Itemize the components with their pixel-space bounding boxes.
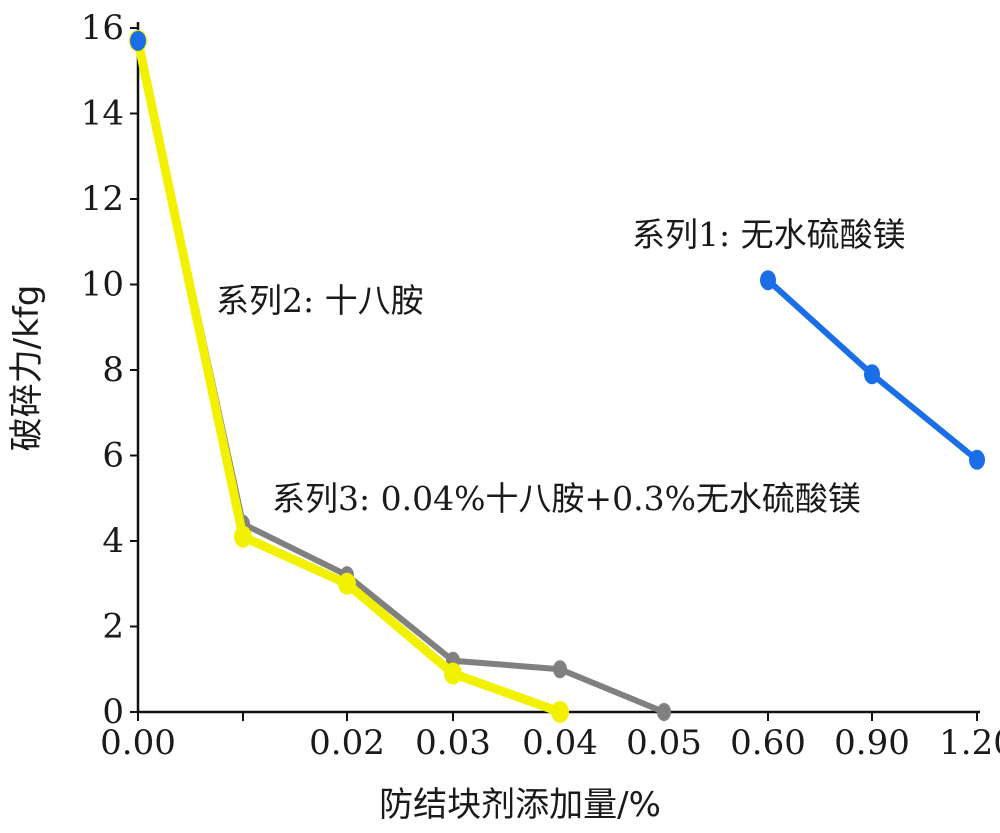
series-3-point bbox=[444, 662, 462, 685]
x-tick-label: 0.03 bbox=[415, 723, 491, 763]
series-3-point bbox=[551, 701, 569, 723]
axes bbox=[136, 22, 980, 714]
series-1 bbox=[130, 30, 985, 470]
series-1-label: 系列1: 无水硫酸镁 bbox=[632, 215, 906, 254]
series-1-point bbox=[130, 30, 146, 51]
series-1-point bbox=[864, 364, 880, 385]
series-2-point bbox=[657, 703, 671, 721]
series-1-point bbox=[969, 449, 985, 470]
series-2-line bbox=[135, 37, 667, 715]
y-tick-label: 6 bbox=[102, 436, 124, 476]
y-tick-label: 12 bbox=[81, 179, 124, 219]
x-tick-label: 0.02 bbox=[309, 723, 385, 763]
series-3-point bbox=[338, 572, 356, 595]
y-tick-label: 8 bbox=[102, 350, 124, 390]
y-axis-title: 破碎力/kfg bbox=[7, 285, 47, 452]
series-2-label: 系列2: 十八胺 bbox=[216, 281, 424, 320]
y-tick-label: 14 bbox=[81, 94, 124, 134]
x-tick-label: 0.04 bbox=[522, 723, 598, 763]
series-3-label: 系列3: 0.04%十八胺+0.3%无水硫酸镁 bbox=[272, 479, 861, 518]
x-tick-label: 0.00 bbox=[100, 723, 176, 763]
x-tick-label: 1.20 bbox=[939, 723, 1000, 763]
series-2-point bbox=[553, 660, 567, 679]
x-tick-label: 0.60 bbox=[730, 723, 806, 763]
series-3-point bbox=[234, 525, 252, 548]
series-layer bbox=[129, 29, 985, 723]
y-tick-label: 4 bbox=[102, 521, 124, 561]
x-tick-label: 0.05 bbox=[626, 723, 702, 763]
x-tick-label: 0.90 bbox=[834, 723, 910, 763]
y-tick-label: 16 bbox=[81, 8, 124, 48]
series-3 bbox=[129, 29, 569, 723]
x-ticks: 0.00 0.02 0.03 0.04 0.05 0.60 0.90 1.20 bbox=[100, 712, 1000, 763]
x-axis-title: 防结块剂添加量/% bbox=[379, 785, 661, 825]
y-tick-label: 2 bbox=[102, 607, 124, 647]
series-1-point bbox=[760, 270, 776, 291]
y-tick-label: 10 bbox=[81, 265, 124, 305]
y-tick-label: 0 bbox=[102, 692, 124, 732]
series-3-line bbox=[133, 36, 565, 717]
y-ticks: 0 2 4 6 8 10 12 14 16 bbox=[81, 8, 138, 732]
